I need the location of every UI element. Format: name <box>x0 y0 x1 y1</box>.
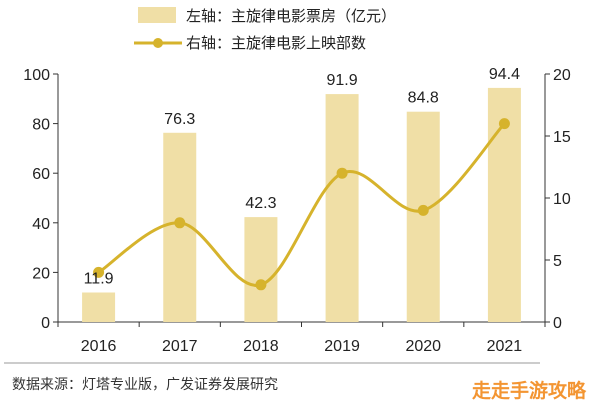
x-axis-tick-label: 2017 <box>162 338 198 355</box>
left-axis-tick-label: 0 <box>41 315 50 332</box>
legend-swatch-marker <box>153 38 163 48</box>
line-series <box>93 118 510 291</box>
right-axis-tick-label: 20 <box>553 67 571 84</box>
legend-swatch-bar <box>138 7 176 23</box>
line-point <box>417 204 429 216</box>
x-axis-tick-label: 2021 <box>487 338 523 355</box>
bar-series <box>82 87 521 322</box>
left-axis-tick-label: 80 <box>32 117 50 134</box>
combo-chart: 左轴：主旋律电影票房（亿元） 右轴：主旋律电影上映部数 020406080100… <box>4 7 571 364</box>
x-axis-tick-label: 2018 <box>243 338 279 355</box>
left-axis-tick-label: 100 <box>23 67 50 84</box>
source-note: 数据来源：灯塔专业版，广发证券发展研究 <box>12 377 278 393</box>
bar <box>82 292 116 322</box>
right-axis-tick-label: 15 <box>553 129 571 146</box>
line-point <box>174 217 186 229</box>
line-point <box>336 167 348 179</box>
data-labels: 11.9 76.3 42.3 91.9 84.8 94.4 <box>84 66 520 288</box>
x-axis-tick-label: 2016 <box>81 338 117 355</box>
bar-data-label: 42.3 <box>245 195 276 212</box>
right-axis-tick-label: 0 <box>553 315 562 332</box>
legend-label-line: 右轴：主旋律电影上映部数 <box>186 34 366 52</box>
x-axis-tick-label: 2020 <box>405 338 441 355</box>
legend-label-bar: 左轴：主旋律电影票房（亿元） <box>186 7 396 25</box>
bar-data-label: 11.9 <box>84 270 114 287</box>
bar <box>325 94 359 322</box>
legend: 左轴：主旋律电影票房（亿元） 右轴：主旋律电影上映部数 <box>134 7 396 52</box>
bar <box>406 111 440 322</box>
bar-data-label: 94.4 <box>489 66 520 83</box>
right-axis-tick-label: 5 <box>553 253 562 270</box>
line-point <box>498 118 510 130</box>
left-axis-tick-label: 40 <box>32 216 50 233</box>
bar-data-label: 76.3 <box>164 111 195 128</box>
left-axis-tick-label: 60 <box>32 166 50 183</box>
bar <box>244 217 278 322</box>
line-point <box>93 266 105 278</box>
line-point <box>255 279 267 291</box>
bar-data-label: 91.9 <box>327 72 358 89</box>
axes: 0 20 40 60 80 100 0 5 10 15 20 2016 2017 2018 2019 2020… <box>4 67 571 364</box>
watermark-logo: 走走手游攻略 <box>471 380 586 402</box>
x-axis-tick-label: 2019 <box>324 338 360 355</box>
right-axis-tick-label: 10 <box>553 191 571 208</box>
left-axis-tick-label: 20 <box>32 265 50 282</box>
series-line <box>97 122 506 287</box>
bar-data-label: 84.8 <box>408 90 439 107</box>
